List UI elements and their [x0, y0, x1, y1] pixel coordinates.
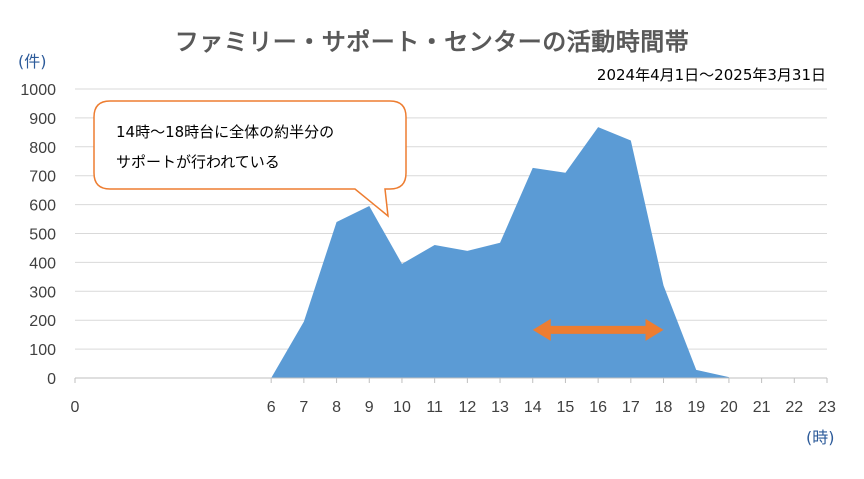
x-tick-label-12: 12 — [458, 399, 476, 416]
y-axis-unit-label: (件) — [18, 52, 47, 71]
y-tick-label-100: 100 — [29, 342, 56, 359]
y-tick-label-0: 0 — [47, 371, 56, 388]
x-tick-label-15: 15 — [557, 399, 575, 416]
range-arrow — [532, 318, 664, 341]
y-tick-label-700: 700 — [29, 169, 56, 186]
x-tick-label-10: 10 — [393, 399, 411, 416]
chart-title: ファミリー・サポート・センターの活動時間帯 — [174, 28, 690, 56]
x-axis-tick-labels: 0 6 7 8 9 10 11 12 13 14 15 16 17 18 19 20 21 22 23 — [71, 399, 836, 416]
area-fill — [271, 127, 729, 378]
x-tick-label-16: 16 — [589, 399, 607, 416]
callout-text: 14時～18時台に全体の約半分の サポートが行われている — [116, 117, 406, 177]
x-tick-label-20: 20 — [720, 399, 738, 416]
x-tick-label-19: 19 — [687, 399, 705, 416]
y-tick-label-300: 300 — [29, 284, 56, 301]
x-tick-label-21: 21 — [753, 399, 771, 416]
area-series — [271, 127, 729, 378]
x-tick-label-7: 7 — [299, 399, 308, 416]
x-tick-label-23: 23 — [818, 399, 836, 416]
callout-line-1: 14時～18時台に全体の約半分の — [116, 123, 335, 141]
x-tick-label-13: 13 — [491, 399, 509, 416]
x-tick-label-11: 11 — [426, 399, 443, 416]
x-tick-label-14: 14 — [524, 399, 542, 416]
y-tick-label-900: 900 — [29, 111, 56, 128]
x-tick-label-17: 17 — [622, 399, 640, 416]
double-arrow — [532, 318, 664, 341]
date-range-label: 2024年4月1日～2025年3月31日 — [596, 66, 826, 84]
y-tick-label-500: 500 — [29, 227, 56, 244]
callout-line-2: サポートが行われている — [116, 153, 280, 171]
x-tick-label-22: 22 — [785, 399, 803, 416]
x-axis-unit-label: (時) — [806, 428, 835, 447]
callout-bubble — [93, 100, 407, 218]
y-tick-label-600: 600 — [29, 198, 56, 215]
y-tick-label-200: 200 — [29, 313, 56, 330]
x-tick-label-6: 6 — [267, 399, 276, 416]
y-tick-label-400: 400 — [29, 255, 56, 272]
gridlines — [75, 88, 827, 350]
x-tick-label-0: 0 — [71, 399, 80, 416]
x-axis — [74, 377, 828, 383]
y-tick-label-800: 800 — [29, 140, 56, 157]
x-tick-label-9: 9 — [365, 399, 374, 416]
y-tick-label-1000: 1000 — [20, 82, 56, 99]
x-tick-label-18: 18 — [655, 399, 673, 416]
callout-shape — [93, 100, 407, 218]
x-tick-label-8: 8 — [332, 399, 341, 416]
y-axis-tick-labels: 0 100 200 300 400 500 600 700 800 900 1000 — [20, 82, 56, 388]
